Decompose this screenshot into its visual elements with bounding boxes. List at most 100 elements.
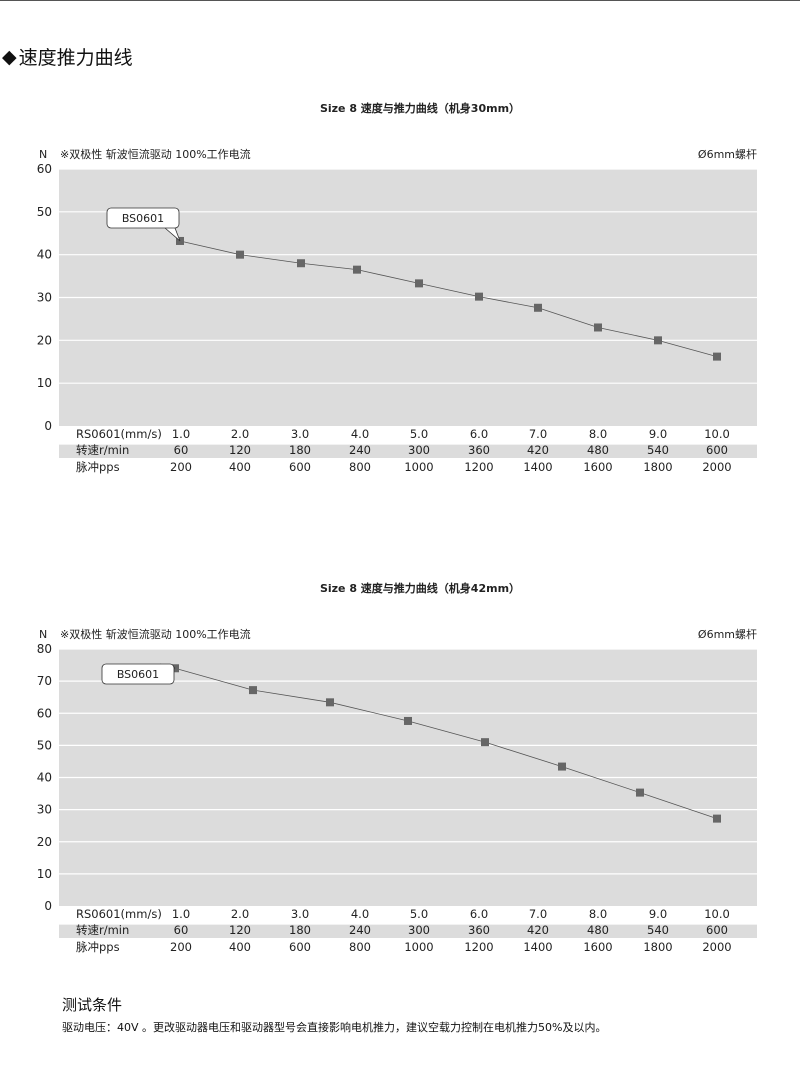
data-point	[558, 762, 566, 771]
table-cell: 3.0	[291, 907, 309, 921]
table-cell: 200	[170, 940, 192, 954]
table-cell: 240	[349, 923, 371, 937]
data-point	[415, 279, 423, 288]
table-cell: 6.0	[470, 907, 488, 921]
table-cell: 7.0	[529, 907, 547, 921]
chart-title: Size 8 速度与推力曲线（机身42mm）	[320, 581, 520, 595]
table-cell: 6.0	[470, 427, 488, 441]
table-cell: 10.0	[704, 907, 730, 921]
table-cell: 2.0	[231, 427, 249, 441]
table-row-label: 脉冲pps	[76, 940, 120, 954]
table-cell: 200	[170, 460, 192, 474]
table-cell: 10.0	[704, 427, 730, 441]
table-cell: 120	[229, 923, 251, 937]
table-cell: 1400	[523, 460, 552, 474]
table-cell: 1.0	[172, 427, 190, 441]
y-tick-label: 60	[37, 162, 52, 176]
callout-box	[106, 207, 180, 229]
table-cell: 1600	[583, 460, 612, 474]
y-tick-label: 20	[37, 835, 52, 849]
table-cell: 1.0	[172, 907, 190, 921]
table-cell: 1200	[464, 460, 493, 474]
y-tick-label: 0	[44, 899, 52, 913]
data-point	[297, 259, 305, 268]
data-point	[236, 250, 244, 259]
series-line	[174, 667, 718, 819]
table-cell: 1200	[464, 940, 493, 954]
table-cell: 800	[349, 460, 371, 474]
table-cell: 7.0	[529, 427, 547, 441]
y-tick-label: 10	[37, 376, 52, 390]
table-cell: 2.0	[231, 907, 249, 921]
data-point	[249, 686, 257, 695]
table-cell: 600	[706, 923, 728, 937]
table-cell: 60	[174, 923, 189, 937]
callout-pointer	[164, 227, 181, 242]
table-cell: 420	[527, 923, 549, 937]
data-point	[713, 352, 721, 361]
table-cell: 5.0	[410, 427, 428, 441]
y-tick-label: 50	[37, 738, 52, 752]
y-tick-label: 70	[37, 674, 52, 688]
table-row-band	[59, 924, 757, 938]
table-cell: 540	[647, 443, 669, 457]
data-point	[404, 716, 412, 725]
data-point	[636, 788, 644, 797]
table-cell: 5.0	[410, 907, 428, 921]
y-tick-label: 60	[37, 706, 52, 720]
table-cell: 180	[289, 443, 311, 457]
data-point	[353, 265, 361, 274]
data-point	[654, 336, 662, 345]
table-cell: 1800	[643, 460, 672, 474]
table-row-label: 脉冲pps	[76, 460, 120, 474]
table-cell: 1000	[404, 460, 433, 474]
table-cell: 60	[174, 443, 189, 457]
y-tick-label: 80	[37, 642, 52, 656]
top-rule	[0, 0, 800, 1]
y-tick-label: 50	[37, 205, 52, 219]
chart-42mm: Size 8 速度与推力曲线（机身42mm） N ※双极性 斩波恒流驱动 100%工…	[0, 570, 800, 970]
test-conditions-text: 驱动电压：40V 。更改驱动器电压和驱动器型号会直接影响电机推力，建议空载力控制…	[62, 1021, 607, 1034]
table-cell: 480	[587, 443, 609, 457]
table-cell: 300	[408, 923, 430, 937]
table-cell: 4.0	[351, 427, 369, 441]
table-cell: 300	[408, 443, 430, 457]
table-cell: 1000	[404, 940, 433, 954]
series-label: BS0601	[117, 668, 159, 681]
y-tick-label: 0	[44, 419, 52, 433]
table-cell: 1400	[523, 940, 552, 954]
data-point	[534, 303, 542, 312]
y-tick-label: 30	[37, 803, 52, 817]
y-tick-label: 40	[37, 771, 52, 785]
y-tick-label: 40	[37, 248, 52, 262]
data-point	[326, 698, 334, 707]
chart-note-left: ※双极性 斩波恒流驱动 100%工作电流	[60, 627, 251, 641]
chart-note-right: Ø6mm螺杆	[698, 147, 757, 161]
table-cell: 120	[229, 443, 251, 457]
chart-title: Size 8 速度与推力曲线（机身30mm）	[320, 101, 520, 115]
chart-note-left: ※双极性 斩波恒流驱动 100%工作电流	[60, 147, 251, 161]
table-row-label: RS0601(mm/s)	[76, 907, 162, 921]
table-cell: 1800	[643, 940, 672, 954]
table-cell: 400	[229, 940, 251, 954]
data-point	[481, 738, 489, 747]
table-cell: 3.0	[291, 427, 309, 441]
table-row-label: 转速r/min	[76, 443, 129, 457]
table-cell: 1600	[583, 940, 612, 954]
table-row-band	[59, 444, 757, 458]
test-conditions-title: 测试条件	[62, 996, 123, 1014]
section-title: ◆ 速度推力曲线	[2, 43, 133, 70]
table-cell: 8.0	[589, 427, 607, 441]
chart-note-right: Ø6mm螺杆	[698, 627, 757, 641]
table-cell: 240	[349, 443, 371, 457]
y-tick-label: 20	[37, 333, 52, 347]
table-cell: 2000	[702, 460, 731, 474]
data-point	[594, 323, 602, 332]
table-cell: 180	[289, 923, 311, 937]
data-point	[475, 292, 483, 301]
table-cell: 600	[289, 460, 311, 474]
table-cell: 600	[706, 443, 728, 457]
table-cell: 480	[587, 923, 609, 937]
chart-42mm-svg: Size 8 速度与推力曲线（机身42mm） N ※双极性 斩波恒流驱动 100%工…	[37, 581, 757, 954]
section-title-text: 速度推力曲线	[18, 47, 133, 69]
